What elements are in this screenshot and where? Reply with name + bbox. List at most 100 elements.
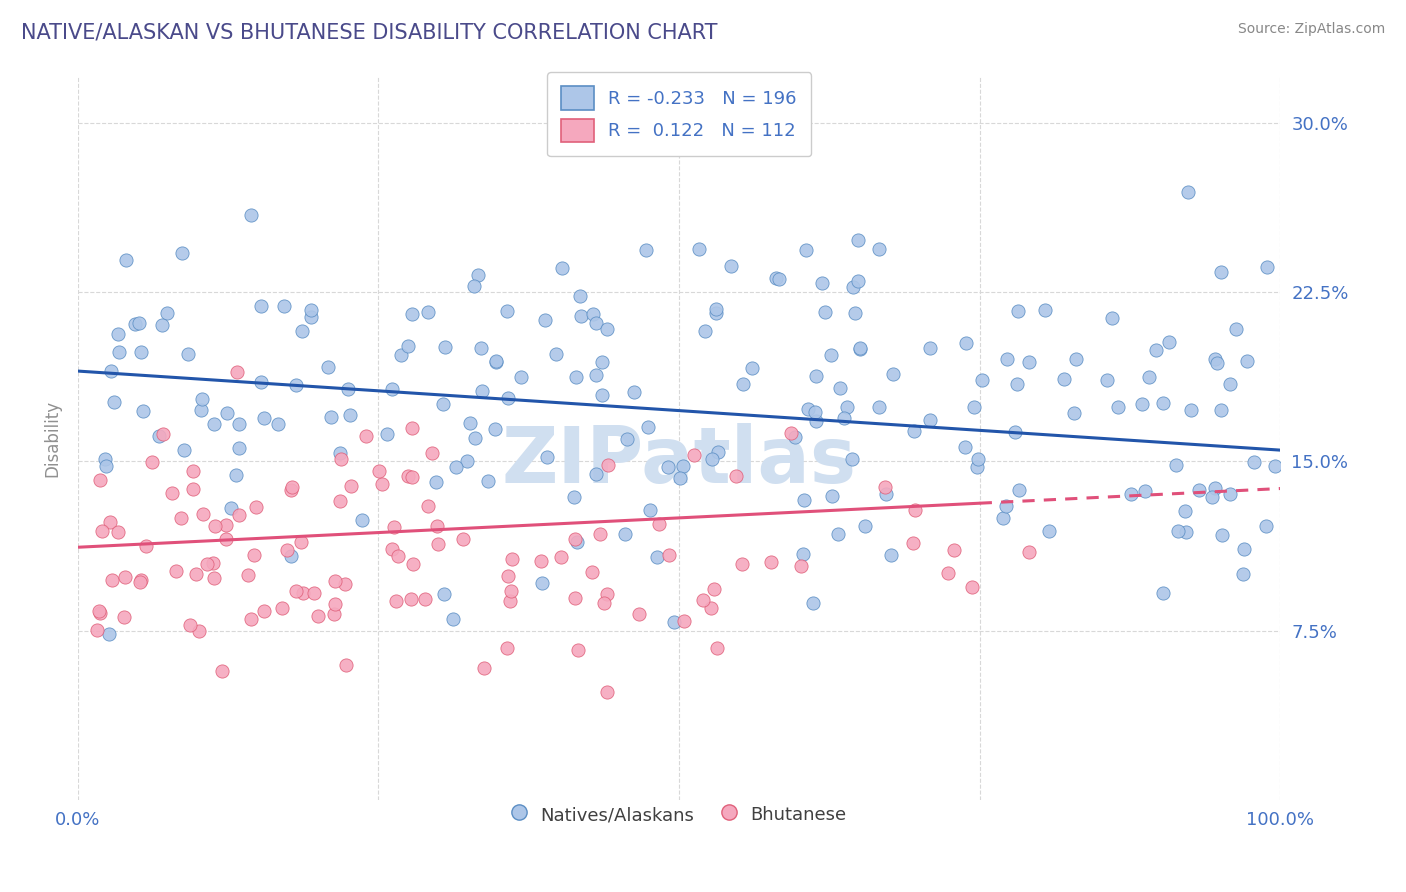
- Point: [849, 341, 872, 355]
- Point: [323, 607, 346, 622]
- Point: [170, 246, 193, 260]
- Point: [765, 271, 787, 285]
- Point: [868, 400, 890, 414]
- Point: [433, 587, 456, 601]
- Point: [177, 346, 200, 360]
- Point: [596, 458, 619, 473]
- Point: [107, 524, 129, 539]
- Point: [627, 607, 650, 621]
- Point: [645, 549, 668, 564]
- Point: [703, 582, 725, 597]
- Point: [1107, 400, 1129, 414]
- Point: [544, 347, 567, 361]
- Point: [1035, 302, 1057, 317]
- Point: [801, 596, 824, 610]
- Point: [316, 360, 339, 375]
- Point: [1152, 396, 1174, 410]
- Point: [671, 459, 693, 474]
- Point: [550, 549, 572, 564]
- Point: [967, 452, 990, 467]
- Point: [704, 301, 727, 316]
- Point: [128, 575, 150, 590]
- Point: [451, 533, 474, 547]
- Point: [485, 355, 508, 369]
- Point: [90, 524, 112, 538]
- Point: [401, 421, 423, 435]
- Point: [239, 611, 262, 625]
- Point: [402, 557, 425, 571]
- Point: [101, 573, 124, 587]
- Point: [89, 473, 111, 487]
- Point: [1264, 458, 1286, 473]
- Point: [793, 492, 815, 507]
- Point: [804, 369, 827, 384]
- Point: [156, 306, 179, 320]
- Point: [596, 322, 619, 336]
- Point: [191, 508, 214, 522]
- Point: [485, 354, 508, 368]
- Point: [495, 304, 517, 318]
- Point: [335, 657, 357, 672]
- Point: [329, 446, 352, 460]
- Point: [1204, 481, 1226, 495]
- Point: [936, 566, 959, 581]
- Point: [1233, 541, 1256, 556]
- Point: [170, 511, 193, 525]
- Point: [903, 425, 925, 439]
- Legend: Natives/Alaskans, Bhutanese: Natives/Alaskans, Bhutanese: [502, 795, 855, 835]
- Point: [471, 384, 494, 398]
- Point: [1243, 455, 1265, 469]
- Point: [693, 324, 716, 338]
- Point: [228, 508, 250, 522]
- Point: [202, 572, 225, 586]
- Point: [103, 394, 125, 409]
- Point: [202, 417, 225, 432]
- Point: [477, 474, 499, 488]
- Point: [1232, 567, 1254, 582]
- Point: [1005, 376, 1028, 391]
- Point: [814, 305, 837, 319]
- Point: [613, 526, 636, 541]
- Point: [239, 208, 262, 222]
- Point: [226, 365, 249, 379]
- Point: [179, 617, 201, 632]
- Point: [135, 539, 157, 553]
- Point: [1219, 487, 1241, 501]
- Point: [832, 410, 855, 425]
- Point: [640, 503, 662, 517]
- Point: [354, 428, 377, 442]
- Point: [882, 368, 904, 382]
- Point: [396, 339, 419, 353]
- Point: [413, 592, 436, 607]
- Point: [1211, 403, 1233, 417]
- Point: [731, 376, 754, 391]
- Point: [434, 339, 457, 353]
- Point: [273, 299, 295, 313]
- Point: [810, 276, 832, 290]
- Point: [97, 627, 120, 641]
- Point: [581, 307, 603, 321]
- Point: [267, 417, 290, 432]
- Point: [89, 604, 111, 618]
- Point: [173, 442, 195, 457]
- Point: [759, 555, 782, 569]
- Point: [385, 593, 408, 607]
- Point: [827, 527, 849, 541]
- Point: [190, 402, 212, 417]
- Point: [323, 574, 346, 589]
- Point: [352, 512, 374, 526]
- Point: [280, 483, 302, 497]
- Y-axis label: Disability: Disability: [44, 401, 60, 477]
- Point: [1164, 458, 1187, 473]
- Point: [467, 268, 489, 282]
- Point: [995, 500, 1018, 514]
- Point: [456, 453, 478, 467]
- Point: [187, 624, 209, 638]
- Point: [955, 336, 977, 351]
- Point: [846, 274, 869, 288]
- Point: [100, 364, 122, 378]
- Point: [1174, 504, 1197, 518]
- Point: [270, 600, 292, 615]
- Text: NATIVE/ALASKAN VS BHUTANESE DISABILITY CORRELATION CHART: NATIVE/ALASKAN VS BHUTANESE DISABILITY C…: [21, 22, 717, 42]
- Point: [616, 432, 638, 446]
